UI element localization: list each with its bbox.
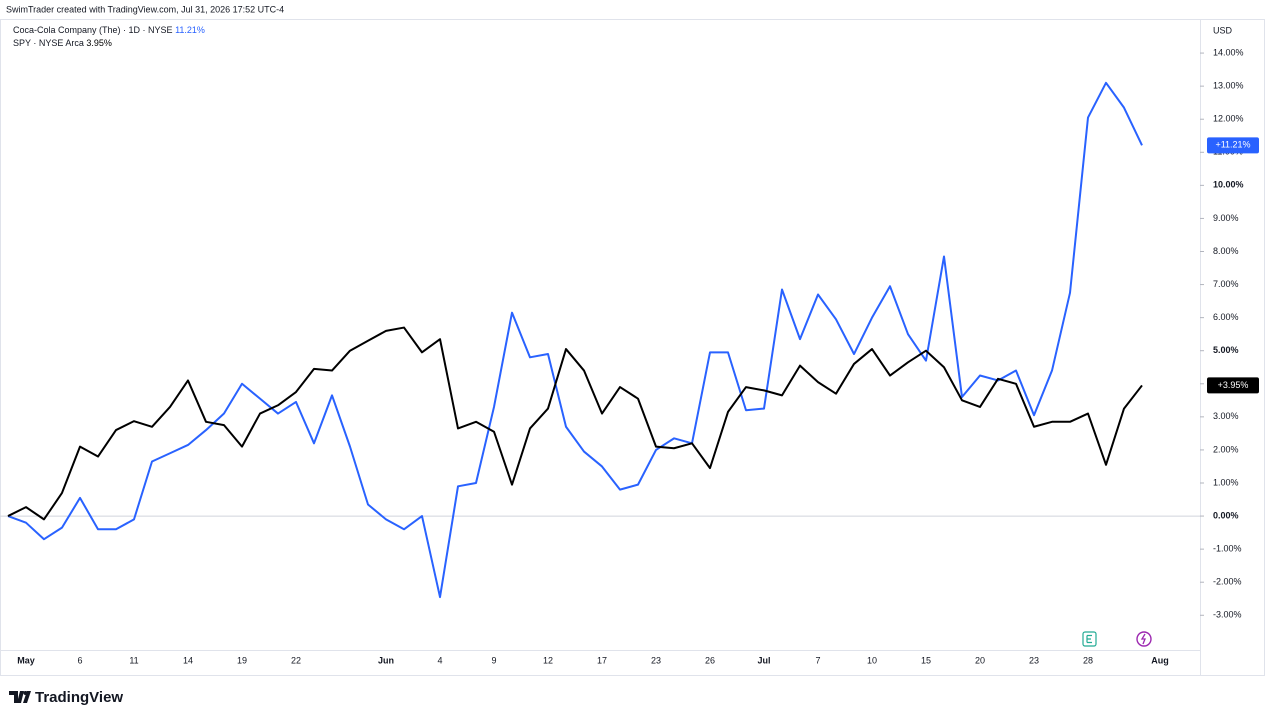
- y-tick-label: 2.00%: [1213, 444, 1239, 454]
- legend-value: 11.21%: [175, 25, 205, 35]
- last-value-label: +3.95%: [1218, 380, 1249, 390]
- last-value-box: [1207, 137, 1259, 154]
- x-tick-label: 23: [1029, 655, 1039, 665]
- logo-text: TradingView: [35, 689, 123, 706]
- legend-row: Coca-Cola Company (The) · 1D · NYSE 11.2…: [13, 25, 205, 35]
- y-tick-label: 12.00%: [1213, 114, 1244, 124]
- y-tick-label: 13.00%: [1213, 81, 1244, 91]
- x-tick-label: 17: [597, 655, 607, 665]
- y-tick-label: 6.00%: [1213, 312, 1239, 322]
- x-tick-label: Jul: [757, 655, 770, 665]
- legend-name: Coca-Cola Company (The) · 1D · NYSE: [13, 25, 173, 35]
- x-tick-label: 20: [975, 655, 985, 665]
- y-tick-label: 10.00%: [1213, 180, 1244, 190]
- attribution: SwimTrader created with TradingView.com,…: [6, 4, 284, 14]
- y-tick-label: -1.00%: [1213, 544, 1242, 554]
- y-tick-label: 14.00%: [1213, 47, 1244, 57]
- x-tick-label: Aug: [1151, 655, 1169, 665]
- x-tick-label: 15: [921, 655, 931, 665]
- x-tick-label: 12: [543, 655, 553, 665]
- legend-name: SPY · NYSE Arca: [13, 38, 84, 48]
- legend-value: 3.95%: [86, 38, 112, 48]
- series-line: [7, 326, 1143, 521]
- y-tick-label: 8.00%: [1213, 246, 1239, 256]
- x-tick-label: 6: [77, 655, 82, 665]
- earnings-icon: [1082, 631, 1097, 647]
- x-tick-label: 11: [129, 655, 138, 665]
- last-value-box: [1207, 377, 1259, 394]
- y-tick-label: 1.00%: [1213, 477, 1239, 487]
- x-tick-label: 26: [705, 655, 715, 665]
- x-tick-label: 19: [237, 655, 247, 665]
- x-tick-label: 22: [291, 655, 301, 665]
- currency: USD: [1213, 25, 1233, 35]
- y-tick-label: 9.00%: [1213, 213, 1239, 223]
- x-tick-label: May: [17, 655, 35, 665]
- x-tick-label: 23: [651, 655, 661, 665]
- x-tick-label: 7: [815, 655, 820, 665]
- x-tick-label: Jun: [378, 655, 394, 665]
- last-value-label: +11.21%: [1215, 140, 1250, 150]
- y-tick-label: 0.00%: [1213, 510, 1239, 520]
- x-tick-label: 10: [867, 655, 877, 665]
- x-tick-label: 28: [1083, 655, 1093, 665]
- x-tick-label: 4: [437, 655, 442, 665]
- y-tick-label: 5.00%: [1213, 345, 1239, 355]
- y-tick-label: -2.00%: [1213, 577, 1242, 587]
- x-tick-label: 14: [183, 655, 193, 665]
- series-line: [7, 81, 1143, 599]
- dividend-icon: [1136, 631, 1152, 647]
- chart-frame: [0, 19, 1265, 676]
- legend-row: SPY · NYSE Arca 3.95%: [13, 38, 112, 48]
- x-tick-label: 9: [491, 655, 496, 665]
- logo: TradingView: [9, 689, 123, 706]
- y-tick-label: 3.00%: [1213, 411, 1239, 421]
- y-tick-label: -3.00%: [1213, 610, 1242, 620]
- y-tick-label: 7.00%: [1213, 279, 1239, 289]
